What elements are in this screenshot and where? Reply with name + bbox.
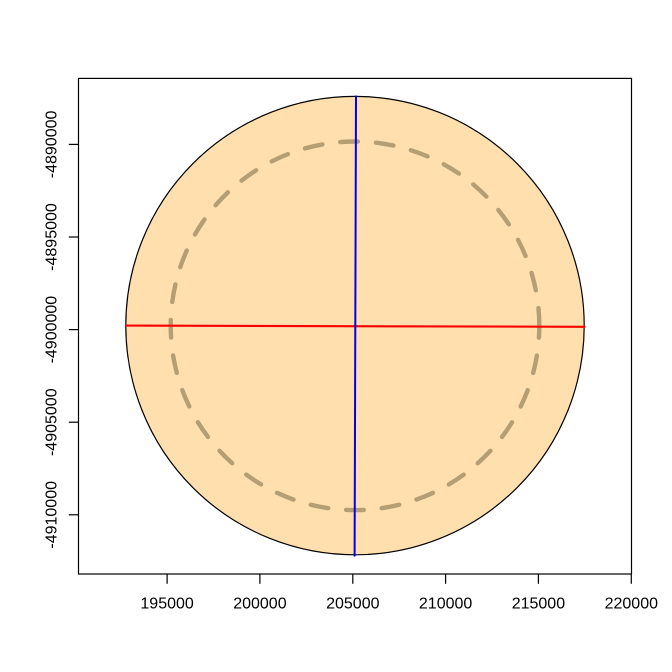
svg-text:-4895000: -4895000 xyxy=(44,203,61,271)
svg-text:205000: 205000 xyxy=(326,596,379,613)
svg-text:-4910000: -4910000 xyxy=(44,481,61,549)
svg-text:215000: 215000 xyxy=(512,596,565,613)
svg-text:220000: 220000 xyxy=(605,596,658,613)
svg-text:195000: 195000 xyxy=(140,596,193,613)
svg-text:-4900000: -4900000 xyxy=(44,296,61,364)
svg-text:-4890000: -4890000 xyxy=(44,110,61,178)
svg-text:210000: 210000 xyxy=(419,596,472,613)
svg-text:-4905000: -4905000 xyxy=(44,388,61,456)
svg-text:200000: 200000 xyxy=(233,596,286,613)
